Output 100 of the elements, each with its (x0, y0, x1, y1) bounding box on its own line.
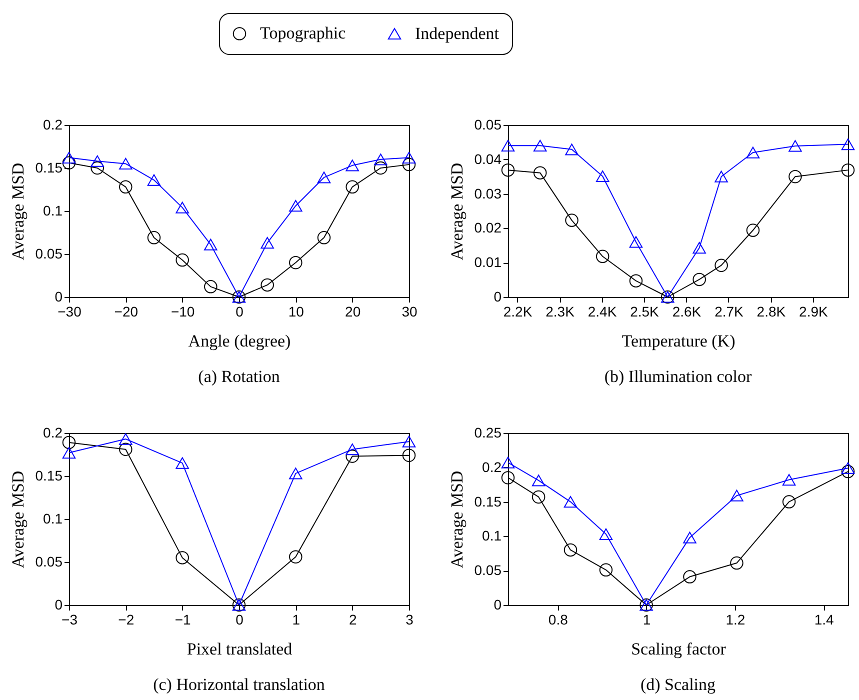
y-tick-label: 0.25 (474, 424, 502, 440)
y-tick-label: 0.15 (474, 493, 502, 510)
point (599, 528, 613, 540)
point (788, 140, 802, 152)
x-axis-title: Pixel translated (186, 640, 293, 658)
x-tick-label: 1 (642, 612, 651, 628)
text: (d) Scaling (640, 675, 716, 694)
y-tick-label: 0.1 (43, 202, 63, 218)
point (176, 457, 189, 469)
point (260, 278, 274, 292)
point (147, 231, 161, 244)
point (346, 444, 359, 456)
point (692, 272, 706, 286)
y-tick-label: 0.03 (474, 185, 502, 202)
x-tick-label: 2.9K (799, 304, 828, 320)
x-tick-label: −2 (118, 612, 134, 628)
point (119, 442, 132, 456)
point (532, 490, 546, 504)
x-tick-label: 3 (406, 612, 414, 628)
point (501, 163, 515, 177)
point (596, 250, 610, 264)
y-tick-label: 0.15 (35, 160, 63, 176)
x-tick-label: 20 (345, 304, 361, 320)
y-tick-label: 0.05 (474, 116, 502, 132)
point (62, 152, 76, 164)
point (346, 160, 359, 172)
point (402, 152, 416, 164)
text: (a) Rotation (198, 367, 280, 386)
point (374, 154, 388, 166)
point (176, 253, 189, 267)
point (782, 495, 796, 508)
point (683, 570, 696, 584)
x-tick-label: 2.3K (546, 304, 576, 320)
y-tick-label: 0.05 (474, 562, 502, 578)
point (629, 274, 643, 288)
point (260, 237, 274, 249)
legend-label: Independent (415, 24, 500, 43)
text: (c) Horizontal translation (153, 675, 326, 694)
point (402, 436, 416, 448)
legend-label: Topographic (260, 24, 346, 43)
y-tick-label: 0.15 (35, 468, 63, 484)
point (289, 550, 302, 564)
x-tick-label: 2.8K (756, 304, 786, 320)
point (533, 140, 547, 152)
y-tick-label: 0.05 (35, 246, 63, 262)
x-tick-label: 0 (236, 612, 244, 628)
y-axis-title: Average MSD (447, 162, 466, 260)
text: (b) Illumination color (604, 367, 752, 386)
point (176, 551, 189, 564)
y-tick-label: 0.2 (43, 424, 63, 440)
x-tick-label: 2 (348, 612, 357, 628)
point (119, 180, 132, 194)
point (346, 450, 359, 463)
point (564, 496, 578, 508)
x-tick-label: 1.2 (726, 612, 746, 628)
x-tick-label: 0 (236, 304, 244, 320)
point (564, 543, 578, 557)
point (782, 474, 796, 486)
x-tick-label: −10 (170, 304, 195, 320)
x-tick-label: 2.4K (588, 304, 618, 320)
point (714, 170, 728, 182)
point (90, 161, 104, 175)
point (62, 446, 76, 459)
y-tick-label: 0 (54, 288, 63, 304)
point (317, 231, 331, 244)
y-tick-label: 0.01 (474, 254, 502, 270)
point (204, 238, 218, 250)
point (62, 156, 76, 170)
point (730, 556, 744, 570)
x-axis-title: Scaling factor (631, 640, 726, 658)
point (746, 224, 760, 237)
point (788, 170, 802, 184)
x-tick-label: 1.4 (814, 612, 834, 628)
point (501, 471, 515, 484)
point (147, 174, 161, 186)
point (317, 172, 331, 184)
y-tick-label: 0.1 (43, 510, 63, 526)
x-tick-label: −30 (58, 304, 82, 320)
point (289, 468, 302, 480)
point (90, 155, 104, 167)
y-tick-label: 0 (494, 596, 502, 612)
point (402, 158, 416, 172)
point (533, 166, 547, 180)
point (119, 433, 132, 445)
x-tick-label: 0.8 (548, 612, 568, 628)
point (289, 200, 302, 212)
point (683, 532, 696, 544)
point (62, 436, 76, 450)
y-tick-label: 0.04 (474, 150, 502, 167)
y-tick-label: 0 (494, 288, 502, 304)
point (841, 163, 855, 177)
point (730, 490, 744, 502)
x-tick-label: −1 (174, 612, 192, 628)
y-axis-title: Average MSD (8, 162, 28, 260)
point (501, 456, 515, 468)
x-tick-label: 2.7K (714, 304, 744, 320)
y-axis-title: Average MSD (8, 470, 28, 568)
x-tick-label: 2.6K (672, 304, 702, 320)
y-tick-label: 0.1 (482, 528, 502, 544)
x-tick-label: −20 (114, 304, 138, 320)
